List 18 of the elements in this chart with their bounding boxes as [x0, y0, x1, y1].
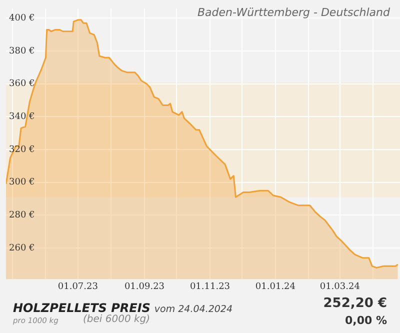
annotation: Baden-Württemberg - Deutschland [197, 6, 390, 19]
y-tick-label: 300 € [9, 178, 35, 188]
x-tick-label: 01.01.24 [255, 282, 296, 292]
text: 0,00 % [345, 314, 387, 327]
y-tick-label: 400 € [9, 14, 35, 24]
x-tick-label: 01.03.24 [320, 282, 360, 292]
y-tick-label: 260 € [9, 243, 35, 254]
y-tick-label: 280 € [9, 210, 35, 221]
y-tick-label: 340 € [9, 112, 35, 122]
text: 252,20 € [323, 296, 387, 311]
x-tick-label: 01.09.23 [124, 282, 165, 292]
text: (bei 6000 kg) [83, 314, 150, 325]
x-tick-label: 01.11.23 [190, 282, 230, 292]
x-tick-label: 01.07.23 [58, 282, 98, 292]
text: HOLZPELLETS PREIS [13, 301, 150, 315]
y-tick-label: 380 € [9, 46, 35, 56]
y-tick-label: 360 € [9, 79, 35, 90]
text: vom 24.04.2024 [154, 304, 233, 315]
